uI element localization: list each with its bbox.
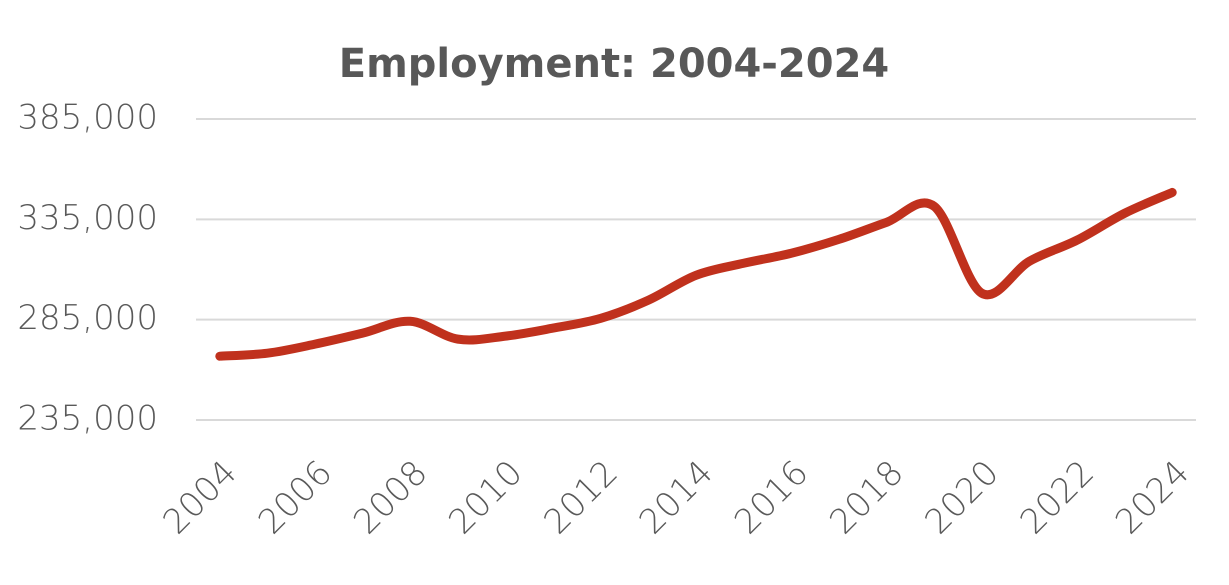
x-tick-label: 2006 xyxy=(251,453,340,542)
x-tick-label: 2004 xyxy=(155,453,244,542)
x-tick-label: 2024 xyxy=(1108,453,1197,542)
x-tick-label: 2020 xyxy=(917,453,1006,542)
x-tick-label: 2012 xyxy=(536,453,625,542)
x-tick-label: 2010 xyxy=(441,453,530,542)
y-tick-label: 385,000 xyxy=(17,98,158,138)
data-line xyxy=(215,187,1177,361)
y-tick-label: 335,000 xyxy=(17,198,158,238)
y-tick-label: 235,000 xyxy=(17,399,158,439)
x-tick-label: 2018 xyxy=(822,453,911,542)
x-tick-label: 2014 xyxy=(632,453,721,542)
y-tick-label: 285,000 xyxy=(17,298,158,338)
x-tick-label: 2008 xyxy=(346,453,435,542)
chart-title: Employment: 2004-2024 xyxy=(339,41,890,87)
x-tick-label: 2016 xyxy=(727,453,816,542)
x-tick-label: 2022 xyxy=(1013,453,1102,542)
